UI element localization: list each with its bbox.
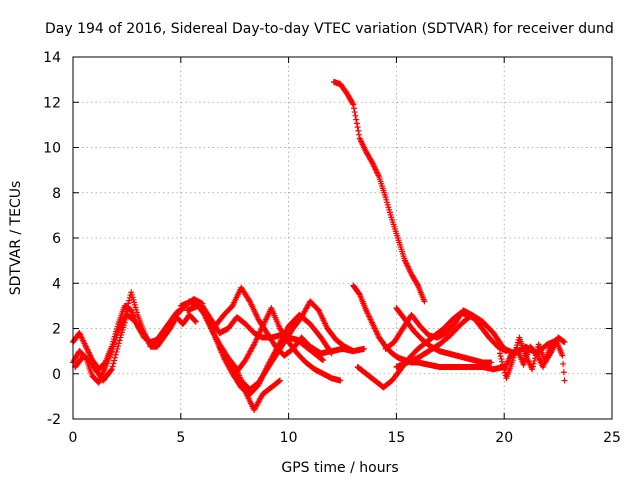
series-trace-2 <box>70 289 199 386</box>
data-point <box>352 112 359 119</box>
data-point <box>414 281 421 288</box>
data-point <box>337 377 344 384</box>
data-point <box>111 354 118 361</box>
data-point <box>488 359 495 366</box>
data-point <box>499 358 506 365</box>
series-trace-9 <box>220 298 368 393</box>
data-point <box>192 317 199 324</box>
chart-title: Day 194 of 2016, Sidereal Day-to-day VTE… <box>45 21 614 37</box>
data-point <box>112 351 119 358</box>
x-tick-label: 25 <box>603 430 621 446</box>
data-point <box>276 377 283 384</box>
data-point <box>496 350 503 357</box>
data-point <box>319 356 326 363</box>
data-point <box>320 357 327 364</box>
data-point <box>497 353 504 360</box>
data-point <box>561 377 568 384</box>
data-point <box>276 378 283 385</box>
series-trace-7 <box>210 284 357 359</box>
data-point <box>115 343 122 350</box>
data-point <box>114 346 121 353</box>
data-point <box>123 308 130 315</box>
data-point <box>349 100 356 107</box>
data-point <box>116 337 123 344</box>
data-point <box>111 357 118 364</box>
y-tick-label: -2 <box>47 412 61 428</box>
y-tick-label: 6 <box>52 231 61 247</box>
y-tick-label: 4 <box>52 276 61 292</box>
data-point <box>123 305 130 312</box>
series-trace-3 <box>72 296 206 384</box>
data-point <box>421 298 428 305</box>
data-point <box>125 300 132 307</box>
data-point <box>356 131 363 138</box>
y-tick-label: 14 <box>43 50 61 66</box>
data-point <box>350 101 357 108</box>
series-trace-8 <box>216 305 344 384</box>
data-point <box>113 348 120 355</box>
series-trace-10 <box>330 78 428 305</box>
x-tick-label: 0 <box>69 430 78 446</box>
y-tick-label: 12 <box>43 95 61 111</box>
series-trace-14 <box>393 305 495 366</box>
y-tick-label: 8 <box>52 186 61 202</box>
data-point <box>560 360 567 367</box>
data-point <box>560 369 567 376</box>
y-tick-label: 2 <box>52 322 61 338</box>
data-point <box>192 318 199 325</box>
data-point <box>350 105 357 112</box>
series-trace-17 <box>501 336 568 384</box>
data-point <box>531 357 538 364</box>
data-point <box>353 116 360 123</box>
data-point <box>108 367 115 374</box>
x-tick-label: 15 <box>387 430 405 446</box>
data-point <box>361 345 368 352</box>
data-point <box>110 360 117 367</box>
data-point <box>108 366 115 373</box>
axis-ticks: 0 5 10 15 20 25 -2 0 2 4 6 8 10 12 14 <box>43 50 621 446</box>
data-layer <box>70 78 568 413</box>
data-point <box>124 303 131 310</box>
x-tick-label: 5 <box>176 430 185 446</box>
data-point <box>126 297 133 304</box>
y-axis-label: SDTVAR / TECUs <box>8 181 24 296</box>
y-tick-label: 10 <box>43 141 61 157</box>
data-point <box>354 124 361 131</box>
data-point <box>351 109 358 116</box>
data-point <box>530 360 537 367</box>
data-point <box>115 340 122 347</box>
x-tick-label: 20 <box>495 430 513 446</box>
x-tick-label: 10 <box>280 430 298 446</box>
data-point <box>559 352 566 359</box>
data-point <box>109 363 116 370</box>
data-point <box>355 127 362 134</box>
data-point <box>529 363 536 370</box>
data-point <box>353 120 360 127</box>
x-axis-label: GPS time / hours <box>281 460 398 476</box>
y-tick-label: 0 <box>52 367 61 383</box>
data-point <box>561 339 568 346</box>
data-point <box>529 366 536 373</box>
data-point <box>498 355 505 362</box>
series-trace-13 <box>382 307 510 355</box>
